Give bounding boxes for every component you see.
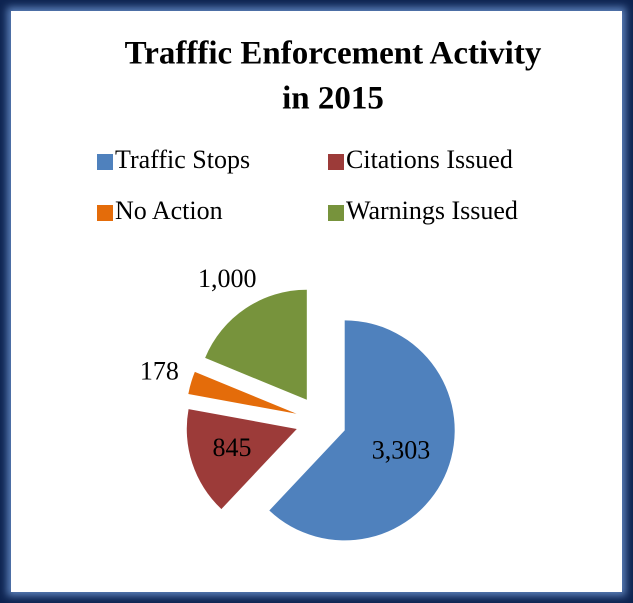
legend-label: No Action [115,196,223,225]
legend-label: Traffic Stops [115,145,250,174]
legend-swatch [97,154,113,170]
pie-slice [269,320,455,541]
pie-slice [205,289,307,400]
legend-label: Warnings Issued [346,196,518,225]
data-label: 1,000 [198,264,257,293]
pie-slice [186,409,297,510]
pie-slice [188,371,297,414]
data-label: 3,303 [372,436,431,465]
legend-label: Citations Issued [346,145,513,174]
legend-swatch [328,154,344,170]
data-label: 845 [212,433,251,462]
legend-swatch [328,205,344,221]
legend-swatch [97,205,113,221]
chart-title: in 2015 [282,81,384,117]
chart-title: Trafffic Enforcement Activity [125,36,542,72]
data-label: 178 [140,356,179,385]
